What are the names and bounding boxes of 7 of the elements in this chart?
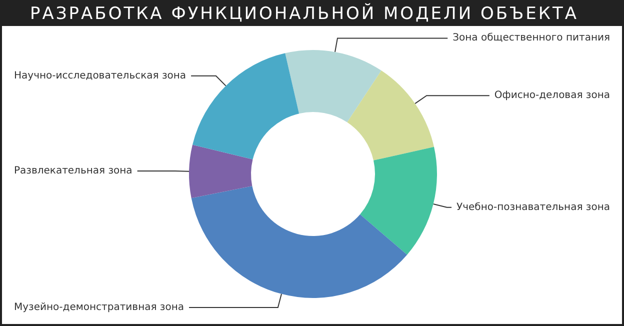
- slice-label: Учебно-познавательная зона: [456, 202, 610, 213]
- slice-label: Офисно-деловая зона: [494, 90, 610, 102]
- slice-label: Научно-исследовательская зона: [14, 70, 186, 82]
- slice-label: Музейно-демонстративная зона: [14, 302, 184, 313]
- slice-label: Развлекательная зона: [14, 166, 132, 177]
- chart-title: РАЗРАБОТКА ФУНКЦИОНАЛЬНОЙ МОДЕЛИ ОБЪЕКТА: [2, 2, 622, 26]
- slice-label: Зона общественного питания: [452, 32, 610, 44]
